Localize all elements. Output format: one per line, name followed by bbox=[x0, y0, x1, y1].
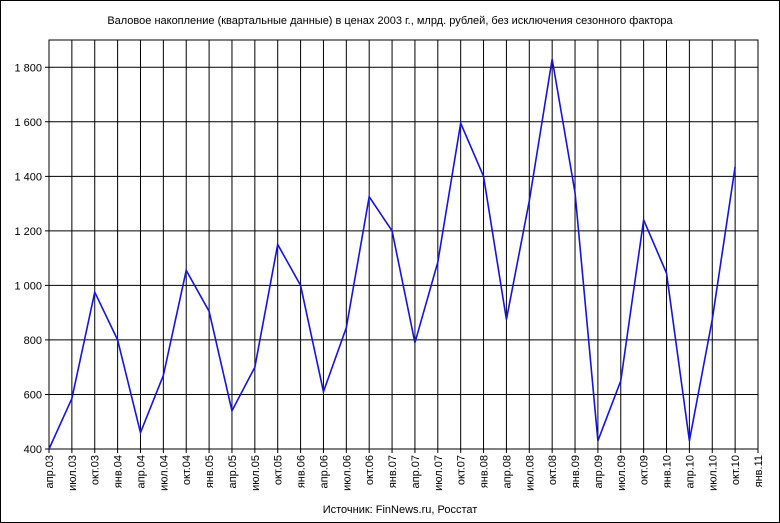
x-tick-label: апр.08 bbox=[501, 455, 513, 488]
x-tick-label: окт.04 bbox=[181, 455, 193, 485]
plot-area bbox=[48, 39, 759, 450]
x-tick-label: апр.06 bbox=[318, 455, 330, 488]
x-tick-label: июл.09 bbox=[616, 455, 628, 491]
x-tick-label: янв.06 bbox=[296, 455, 308, 488]
data-line bbox=[48, 58, 736, 450]
x-tick-label: окт.09 bbox=[639, 455, 651, 485]
y-tick-label: 400 bbox=[24, 444, 42, 456]
y-tick-label: 1 000 bbox=[14, 280, 42, 292]
x-tick-label: окт.08 bbox=[547, 455, 559, 485]
x-tick-label: янв.10 bbox=[662, 455, 674, 488]
x-tick-label: июл.05 bbox=[250, 455, 262, 491]
y-tick-label: 1 200 bbox=[14, 226, 42, 238]
x-tick-label: окт.03 bbox=[90, 455, 102, 485]
x-tick-label: янв.05 bbox=[204, 455, 216, 488]
x-tick-label: апр.03 bbox=[44, 455, 56, 488]
x-tick-label: июл.04 bbox=[158, 455, 170, 491]
x-tick-label: июл.07 bbox=[433, 455, 445, 491]
x-tick-label: июл.10 bbox=[707, 455, 719, 491]
x-tick-label: апр.10 bbox=[684, 455, 696, 488]
x-tick-label: апр.09 bbox=[593, 455, 605, 488]
y-tick-label: 1 800 bbox=[14, 62, 42, 74]
source: Источник: FinNews.ru, Росстат bbox=[323, 504, 478, 516]
x-tick-label: янв.09 bbox=[570, 455, 582, 488]
x-tick-label: янв.11 bbox=[753, 455, 765, 487]
x-tick-label: янв.04 bbox=[113, 455, 125, 488]
x-tick-label: июл.08 bbox=[524, 455, 536, 491]
chart-title: Валовое накопление (квартальные данные) … bbox=[107, 15, 673, 27]
x-tick-label: апр.05 bbox=[227, 455, 239, 488]
x-tick-label: июл.06 bbox=[341, 455, 353, 491]
x-tick-label: апр.04 bbox=[135, 455, 147, 488]
y-tick-label: 600 bbox=[24, 389, 42, 401]
y-tick-label: 1 600 bbox=[14, 117, 42, 129]
x-tick-label: апр.07 bbox=[410, 455, 422, 488]
x-tick-label: янв.08 bbox=[479, 455, 491, 488]
x-tick-label: окт.07 bbox=[456, 455, 468, 485]
x-tick-label: окт.05 bbox=[273, 455, 285, 485]
y-tick-label: 800 bbox=[24, 335, 42, 347]
y-tick-label: 1 400 bbox=[14, 171, 42, 183]
x-tick-label: янв.07 bbox=[387, 455, 399, 488]
x-tick-label: июл.03 bbox=[67, 455, 79, 491]
x-tick-label: окт.06 bbox=[364, 455, 376, 485]
x-tick-label: окт.10 bbox=[730, 455, 742, 485]
